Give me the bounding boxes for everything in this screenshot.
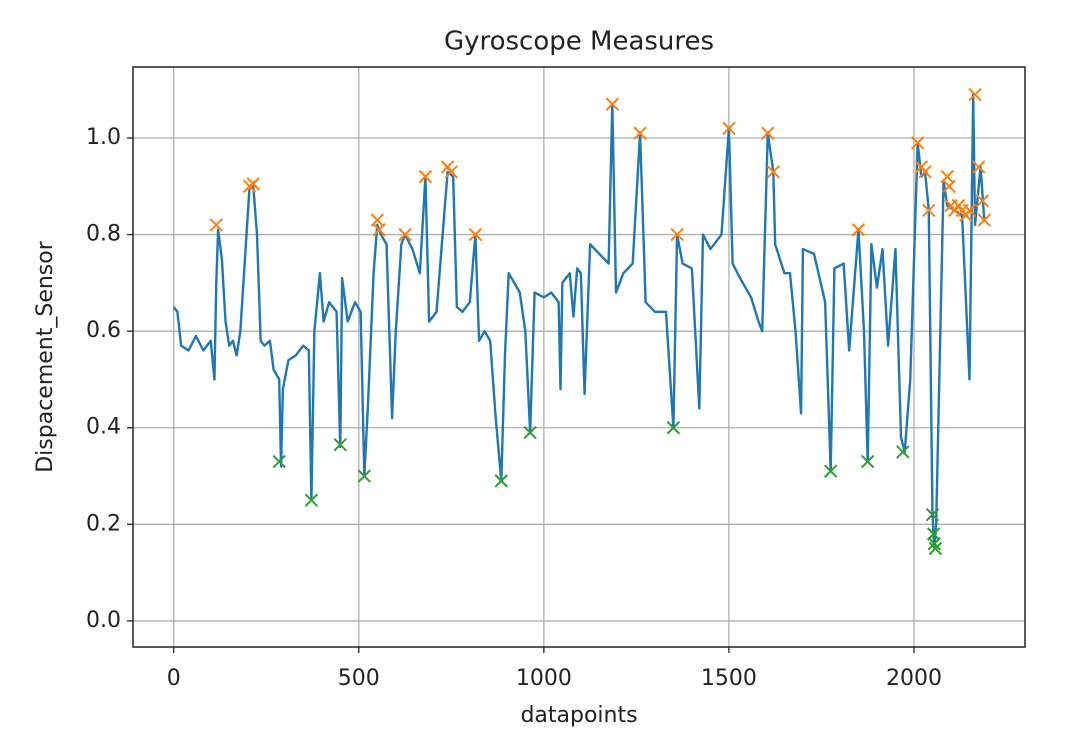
marker — [605, 97, 620, 111]
plot-frame — [132, 66, 1026, 648]
y-tick-label: 0.4 — [86, 415, 121, 440]
marker — [962, 203, 977, 218]
marker — [670, 227, 684, 242]
marker — [968, 87, 982, 102]
marker — [942, 179, 956, 193]
chart-title: Gyroscope Measures — [444, 27, 714, 57]
x-tick-label: 2000 — [886, 666, 942, 691]
marker — [910, 136, 925, 150]
marker — [977, 213, 991, 227]
marker — [272, 454, 286, 469]
y-axis-label: Dispacement_Sensor — [33, 240, 58, 472]
marker — [918, 165, 932, 179]
marker — [896, 445, 910, 459]
marker — [333, 437, 347, 452]
marker — [851, 223, 866, 237]
marker — [922, 203, 936, 218]
y-tick-label: 0.6 — [86, 318, 121, 343]
marker — [666, 421, 681, 435]
marker — [304, 493, 319, 507]
marker — [823, 464, 838, 478]
y-tick-label: 0.2 — [86, 511, 121, 536]
marker — [972, 160, 986, 174]
marker — [209, 218, 223, 232]
marker — [927, 536, 942, 551]
x-axis-label: datapoints — [520, 703, 637, 728]
marker — [246, 177, 260, 191]
marker — [398, 227, 412, 242]
marker — [418, 169, 433, 184]
marker — [975, 194, 990, 208]
marker — [860, 454, 875, 469]
marker — [468, 227, 483, 242]
marker — [633, 126, 647, 140]
marker — [372, 223, 386, 237]
marker — [928, 541, 943, 556]
marker — [925, 507, 940, 522]
marker — [761, 126, 775, 140]
line — [172, 93, 986, 550]
marker — [444, 165, 459, 179]
y-tick-label: 0.8 — [86, 222, 121, 247]
marker — [494, 474, 508, 488]
marker — [722, 121, 736, 136]
y-tick-label: 0.0 — [86, 608, 121, 633]
x-tick-label: 500 — [338, 666, 380, 691]
marker — [357, 469, 372, 483]
marker — [523, 425, 537, 440]
marker — [766, 165, 781, 179]
x-tick-label: 1500 — [701, 666, 757, 691]
y-tick-label: 1.0 — [86, 125, 121, 150]
x-tick-label: 0 — [167, 666, 181, 691]
x-tick-label: 1000 — [516, 666, 572, 691]
